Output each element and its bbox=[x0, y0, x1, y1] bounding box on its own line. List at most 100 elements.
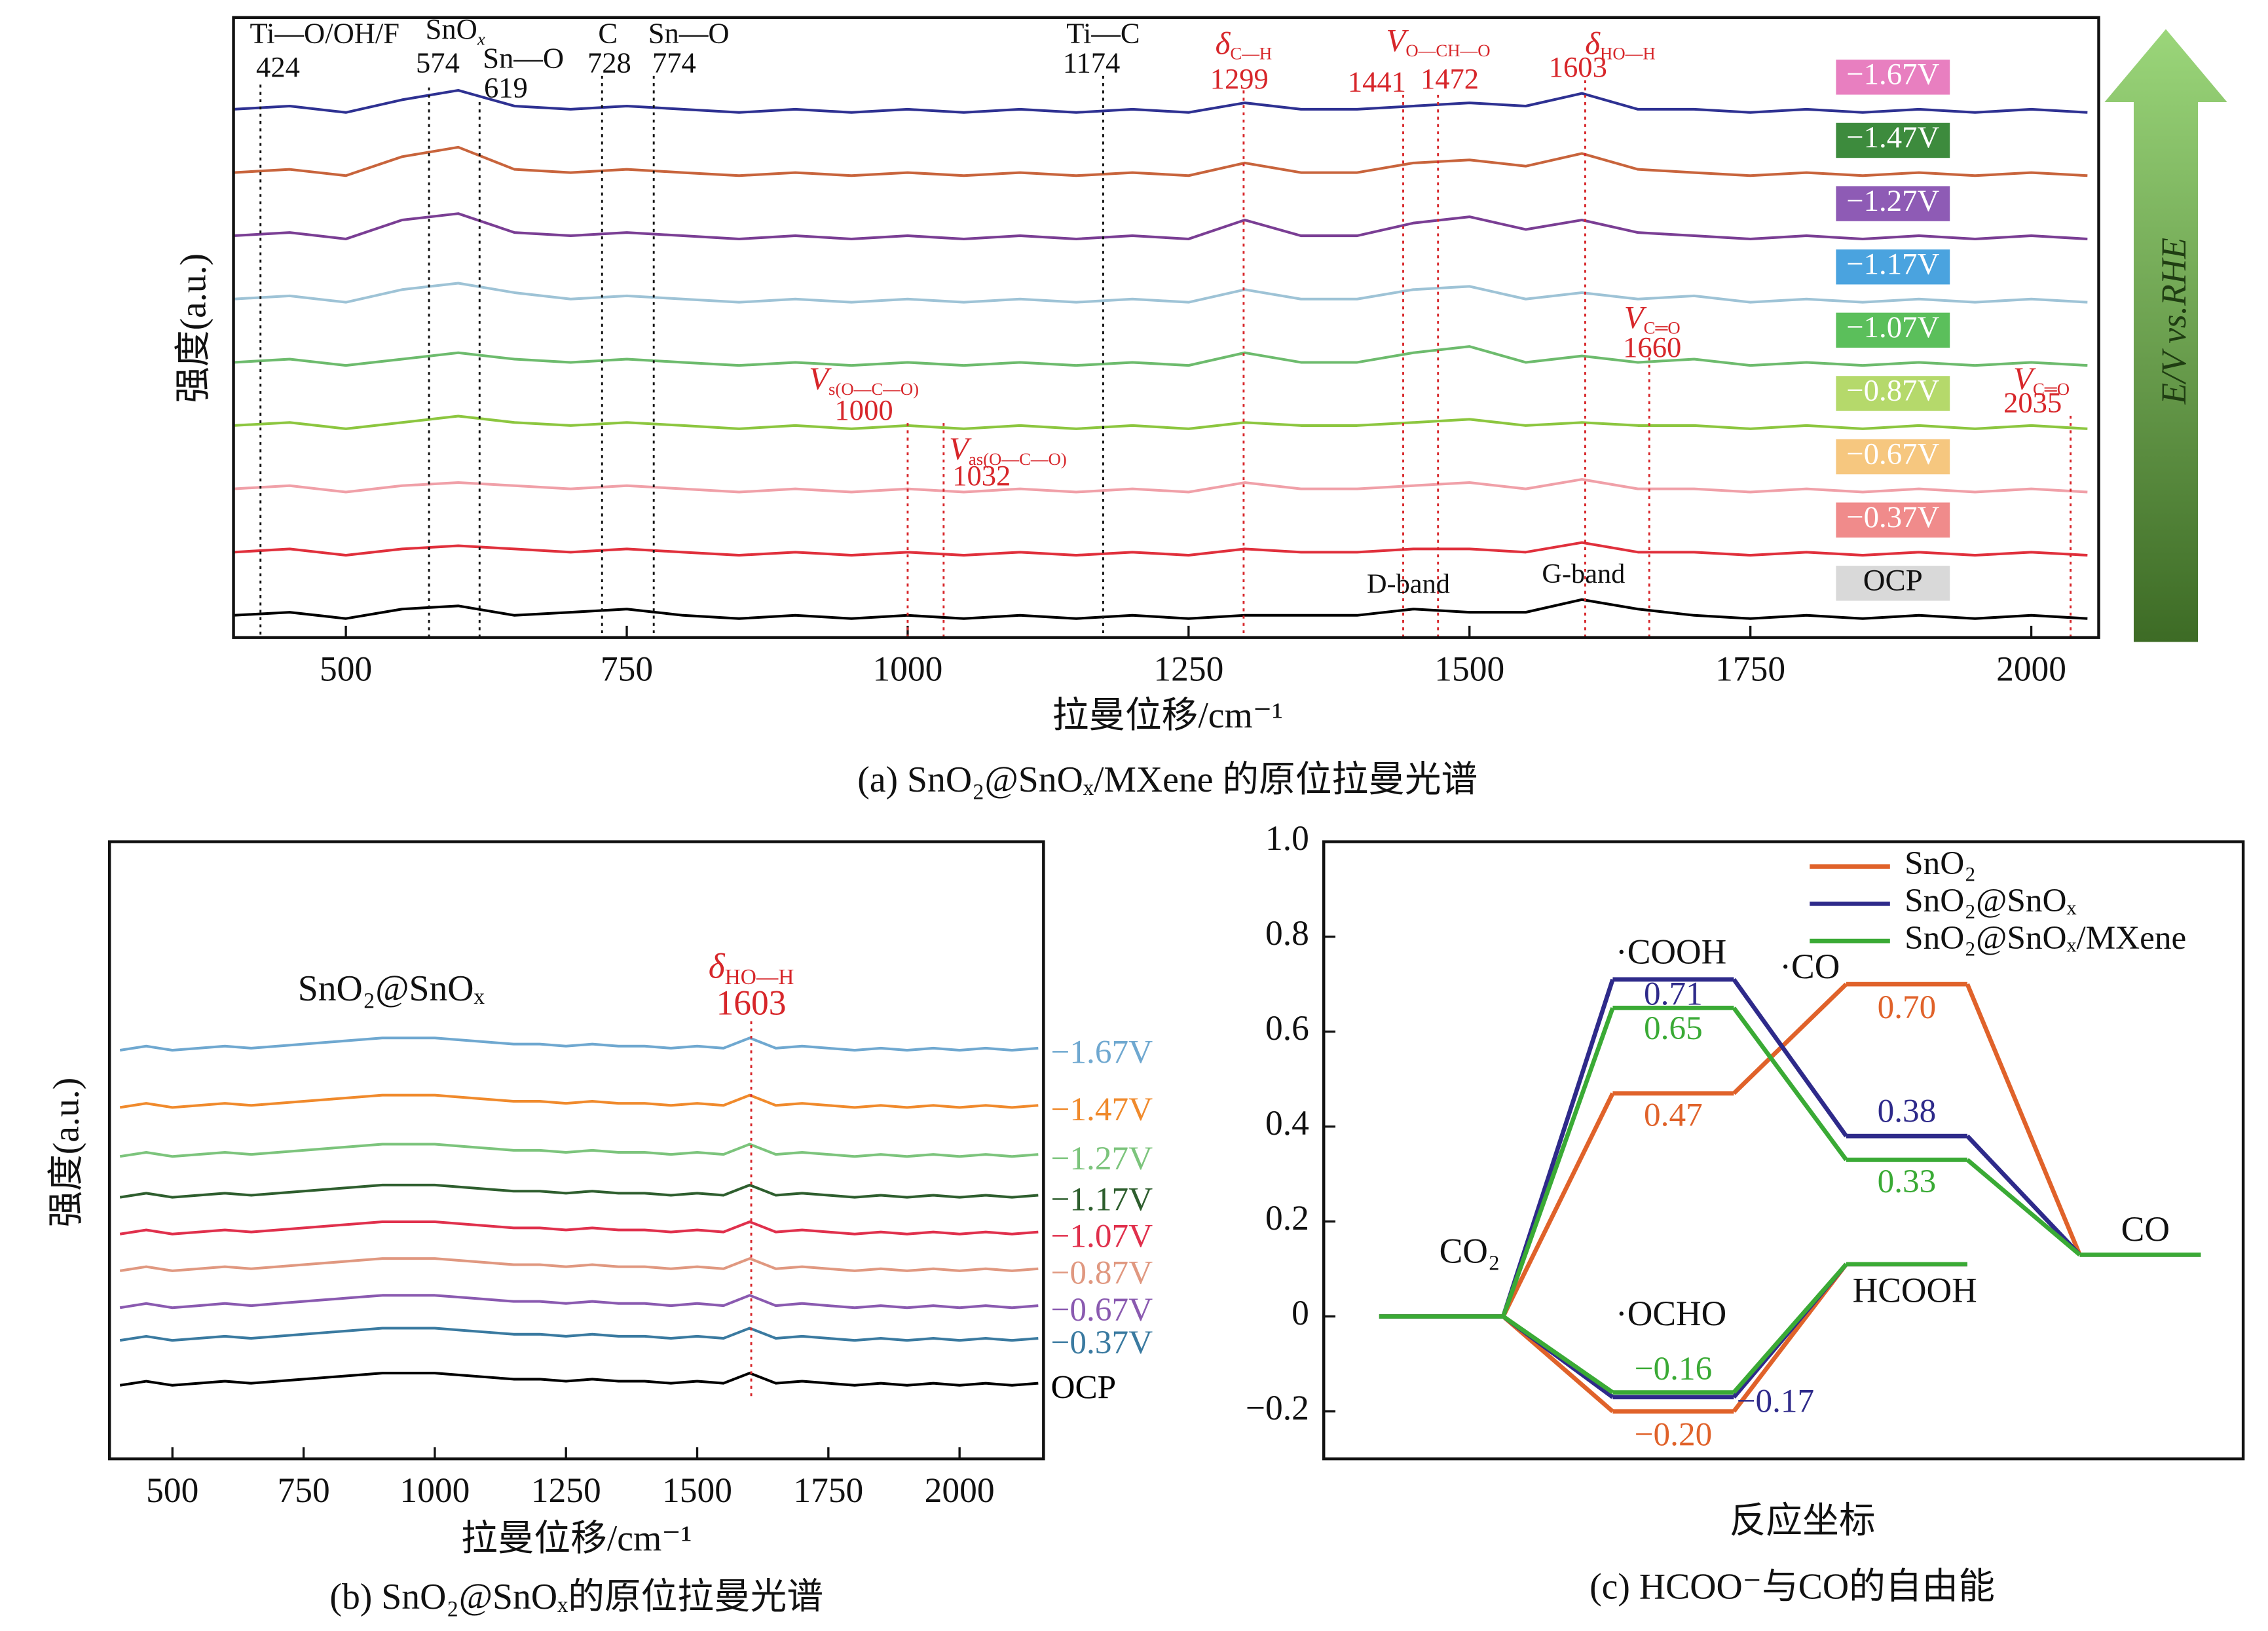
peak-position: 2035 bbox=[2003, 386, 2062, 419]
y-tick-label: 0.2 bbox=[1265, 1198, 1309, 1237]
legend-label: OCP bbox=[1863, 564, 1923, 598]
y-tick-label: −0.2 bbox=[1246, 1388, 1309, 1427]
spectrum-line bbox=[233, 598, 2088, 620]
legend-label: −1.27V bbox=[1846, 184, 1939, 218]
caption: (a) SnO₂@SnOₓ/MXene 的原位拉曼光谱 bbox=[857, 760, 1478, 800]
state-label: HCOOH bbox=[1853, 1271, 1977, 1310]
band-label: D-band bbox=[1367, 568, 1450, 599]
x-tick-label: 2000 bbox=[925, 1471, 995, 1510]
inset-label: SnO₂@SnOₓ bbox=[298, 968, 485, 1009]
connector bbox=[1502, 1314, 1614, 1395]
peak-label: δC—H bbox=[1216, 26, 1273, 64]
peak-subscript: C—H bbox=[1230, 44, 1272, 64]
peak-symbol: Ti—O/OH/F bbox=[250, 17, 400, 50]
value-label: 0.47 bbox=[1644, 1096, 1703, 1133]
caption: (c) HCOO⁻与CO的自由能 bbox=[1589, 1566, 1995, 1607]
peak-position: 774 bbox=[652, 46, 696, 79]
peak-symbol: δ bbox=[709, 947, 726, 986]
spectrum-line bbox=[119, 1183, 1039, 1199]
legend-box bbox=[1836, 566, 1950, 601]
plot-frame bbox=[1322, 840, 2245, 1461]
legend-box bbox=[1836, 122, 1950, 158]
peak-position: 424 bbox=[256, 50, 300, 83]
value-label: 0.33 bbox=[1878, 1163, 1937, 1200]
legend-box bbox=[1836, 502, 1950, 538]
legend-label: −1.17V bbox=[1050, 1181, 1153, 1218]
legend-label: −0.37V bbox=[1050, 1324, 1153, 1361]
peak-subscript: HO—H bbox=[1600, 44, 1656, 64]
peak-label: VC═O bbox=[2013, 361, 2070, 399]
legend-label: −1.07V bbox=[1846, 310, 1939, 344]
side-label: E/V vs.RHE bbox=[2154, 238, 2193, 405]
peak-position: 1603 bbox=[1549, 50, 1607, 83]
x-tick-label: 1500 bbox=[662, 1471, 732, 1510]
connector bbox=[1501, 1007, 1615, 1317]
legend-label: −1.47V bbox=[1050, 1091, 1153, 1128]
peak-subscript: as(O—C—O) bbox=[969, 449, 1067, 469]
peak-subscript: s(O—C—O) bbox=[828, 379, 919, 399]
value-label: 0.38 bbox=[1878, 1092, 1937, 1129]
peak-position: 1660 bbox=[1623, 331, 1681, 363]
value-label: 0.65 bbox=[1644, 1010, 1703, 1047]
peak-position: 1299 bbox=[1210, 62, 1269, 95]
x-tick-label: 1250 bbox=[531, 1471, 601, 1510]
state-label: ·CO bbox=[1779, 947, 1840, 986]
x-tick-label: 1000 bbox=[400, 1471, 470, 1510]
spectrum-line bbox=[119, 1257, 1039, 1272]
spectrum-line bbox=[119, 1372, 1039, 1387]
peak-symbol: V bbox=[809, 361, 832, 397]
peak-symbol: V bbox=[1386, 22, 1409, 58]
legend-label: −0.37V bbox=[1846, 500, 1939, 534]
peak-label: Ti—O/OH/F bbox=[250, 17, 400, 50]
legend-label: −0.67V bbox=[1050, 1291, 1153, 1329]
peak-position: 619 bbox=[484, 71, 528, 103]
peak-subscript: C═O bbox=[1644, 318, 1681, 338]
peak-symbol: Sn—O bbox=[648, 17, 730, 50]
legend-box bbox=[1836, 60, 1950, 95]
x-tick-label: 1750 bbox=[1715, 649, 1785, 688]
plot-frame bbox=[232, 16, 2100, 639]
peak-label: Sn—O bbox=[483, 42, 564, 75]
y-tick-label: 0 bbox=[1292, 1293, 1309, 1332]
plot-frame bbox=[107, 840, 1045, 1461]
spectrum-line bbox=[119, 1036, 1039, 1052]
legend-box bbox=[1836, 376, 1950, 411]
spectrum-line bbox=[233, 212, 2088, 240]
spectrum-line bbox=[119, 1143, 1039, 1158]
peak-symbol: δ bbox=[1585, 26, 1601, 62]
peak-position: 1032 bbox=[952, 459, 1011, 492]
x-tick-label: 500 bbox=[146, 1471, 198, 1510]
peak-label: Vs(O—C—O) bbox=[809, 361, 919, 399]
x-tick-label: 1750 bbox=[793, 1471, 863, 1510]
peak-label: δHO—H bbox=[1585, 26, 1655, 64]
spectrum-line bbox=[233, 414, 2088, 430]
peak-symbol: δ bbox=[1216, 26, 1231, 62]
peak-position: 1603 bbox=[716, 983, 787, 1023]
y-tick-label: 0.8 bbox=[1265, 913, 1309, 953]
state-label: ·OCHO bbox=[1616, 1294, 1726, 1333]
y-axis-label: 强度(a.u.) bbox=[174, 253, 214, 403]
legend-label: −1.27V bbox=[1050, 1140, 1153, 1177]
legend-label: −1.07V bbox=[1050, 1218, 1153, 1255]
x-axis-label: 反应坐标 bbox=[1730, 1501, 1876, 1541]
peak-position: 1000 bbox=[835, 394, 893, 426]
spectrum-line bbox=[233, 145, 2088, 177]
peak-label: Vas(O—C—O) bbox=[949, 431, 1067, 469]
x-tick-label: 500 bbox=[320, 649, 372, 688]
potential-arrow bbox=[2104, 29, 2227, 642]
spectrum-line bbox=[119, 1327, 1039, 1342]
peak-label: Ti—C bbox=[1066, 17, 1140, 50]
value-label: −0.20 bbox=[1635, 1416, 1713, 1453]
spectrum-line bbox=[233, 541, 2088, 557]
y-tick-label: 0.6 bbox=[1265, 1008, 1309, 1048]
x-tick-label: 1250 bbox=[1153, 649, 1223, 688]
legend-box bbox=[1836, 186, 1950, 221]
x-tick-label: 2000 bbox=[1996, 649, 2066, 688]
peak-symbol: V bbox=[1624, 299, 1647, 335]
peak-position: 1441 bbox=[1348, 65, 1406, 98]
legend-box bbox=[1836, 439, 1950, 475]
peak-subscript: C═O bbox=[2033, 379, 2070, 399]
